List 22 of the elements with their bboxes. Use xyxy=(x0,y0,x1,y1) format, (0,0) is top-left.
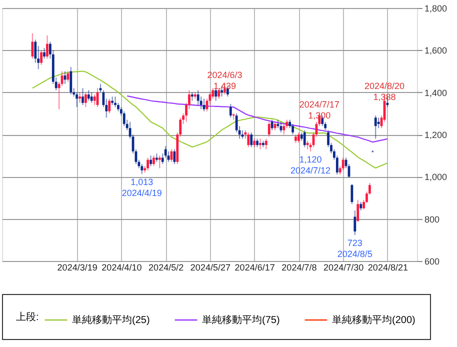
annotation: 723 2024/8/5 xyxy=(337,238,372,260)
legend-label: 単純移動平均(25) xyxy=(72,314,150,326)
annotation: 1,120 2024/7/12 xyxy=(290,154,331,176)
annotation: 1,013 2024/4/19 xyxy=(122,176,162,198)
y-tick-label: 600 xyxy=(424,256,440,266)
legend-label: 単純移動平均(200) xyxy=(332,314,416,326)
legend-label: 単純移動平均(75) xyxy=(202,314,280,326)
x-tick-label: 2024/5/27 xyxy=(190,262,230,272)
y-tick-label: 1,200 xyxy=(424,130,448,140)
x-tick-label: 2024/5/2 xyxy=(148,262,184,272)
y-tick-label: 1,600 xyxy=(424,46,448,56)
y-tick-label: 1,400 xyxy=(424,88,448,98)
y-tick-label: 1,800 xyxy=(424,4,448,14)
x-tick-label: 2024/8/21 xyxy=(368,262,408,272)
x-tick-label: 2024/6/17 xyxy=(234,262,275,272)
x-tick-label: 2024/7/8 xyxy=(282,262,317,272)
x-tick-label: 2024/4/10 xyxy=(102,262,142,272)
x-tick-label: 2024/3/19 xyxy=(57,262,98,272)
y-tick-label: 1,000 xyxy=(424,172,448,182)
y-tick-label: 800 xyxy=(424,214,440,224)
x-tick-label: 2024/7/30 xyxy=(324,262,364,272)
legend-title: 上段: xyxy=(16,311,39,323)
